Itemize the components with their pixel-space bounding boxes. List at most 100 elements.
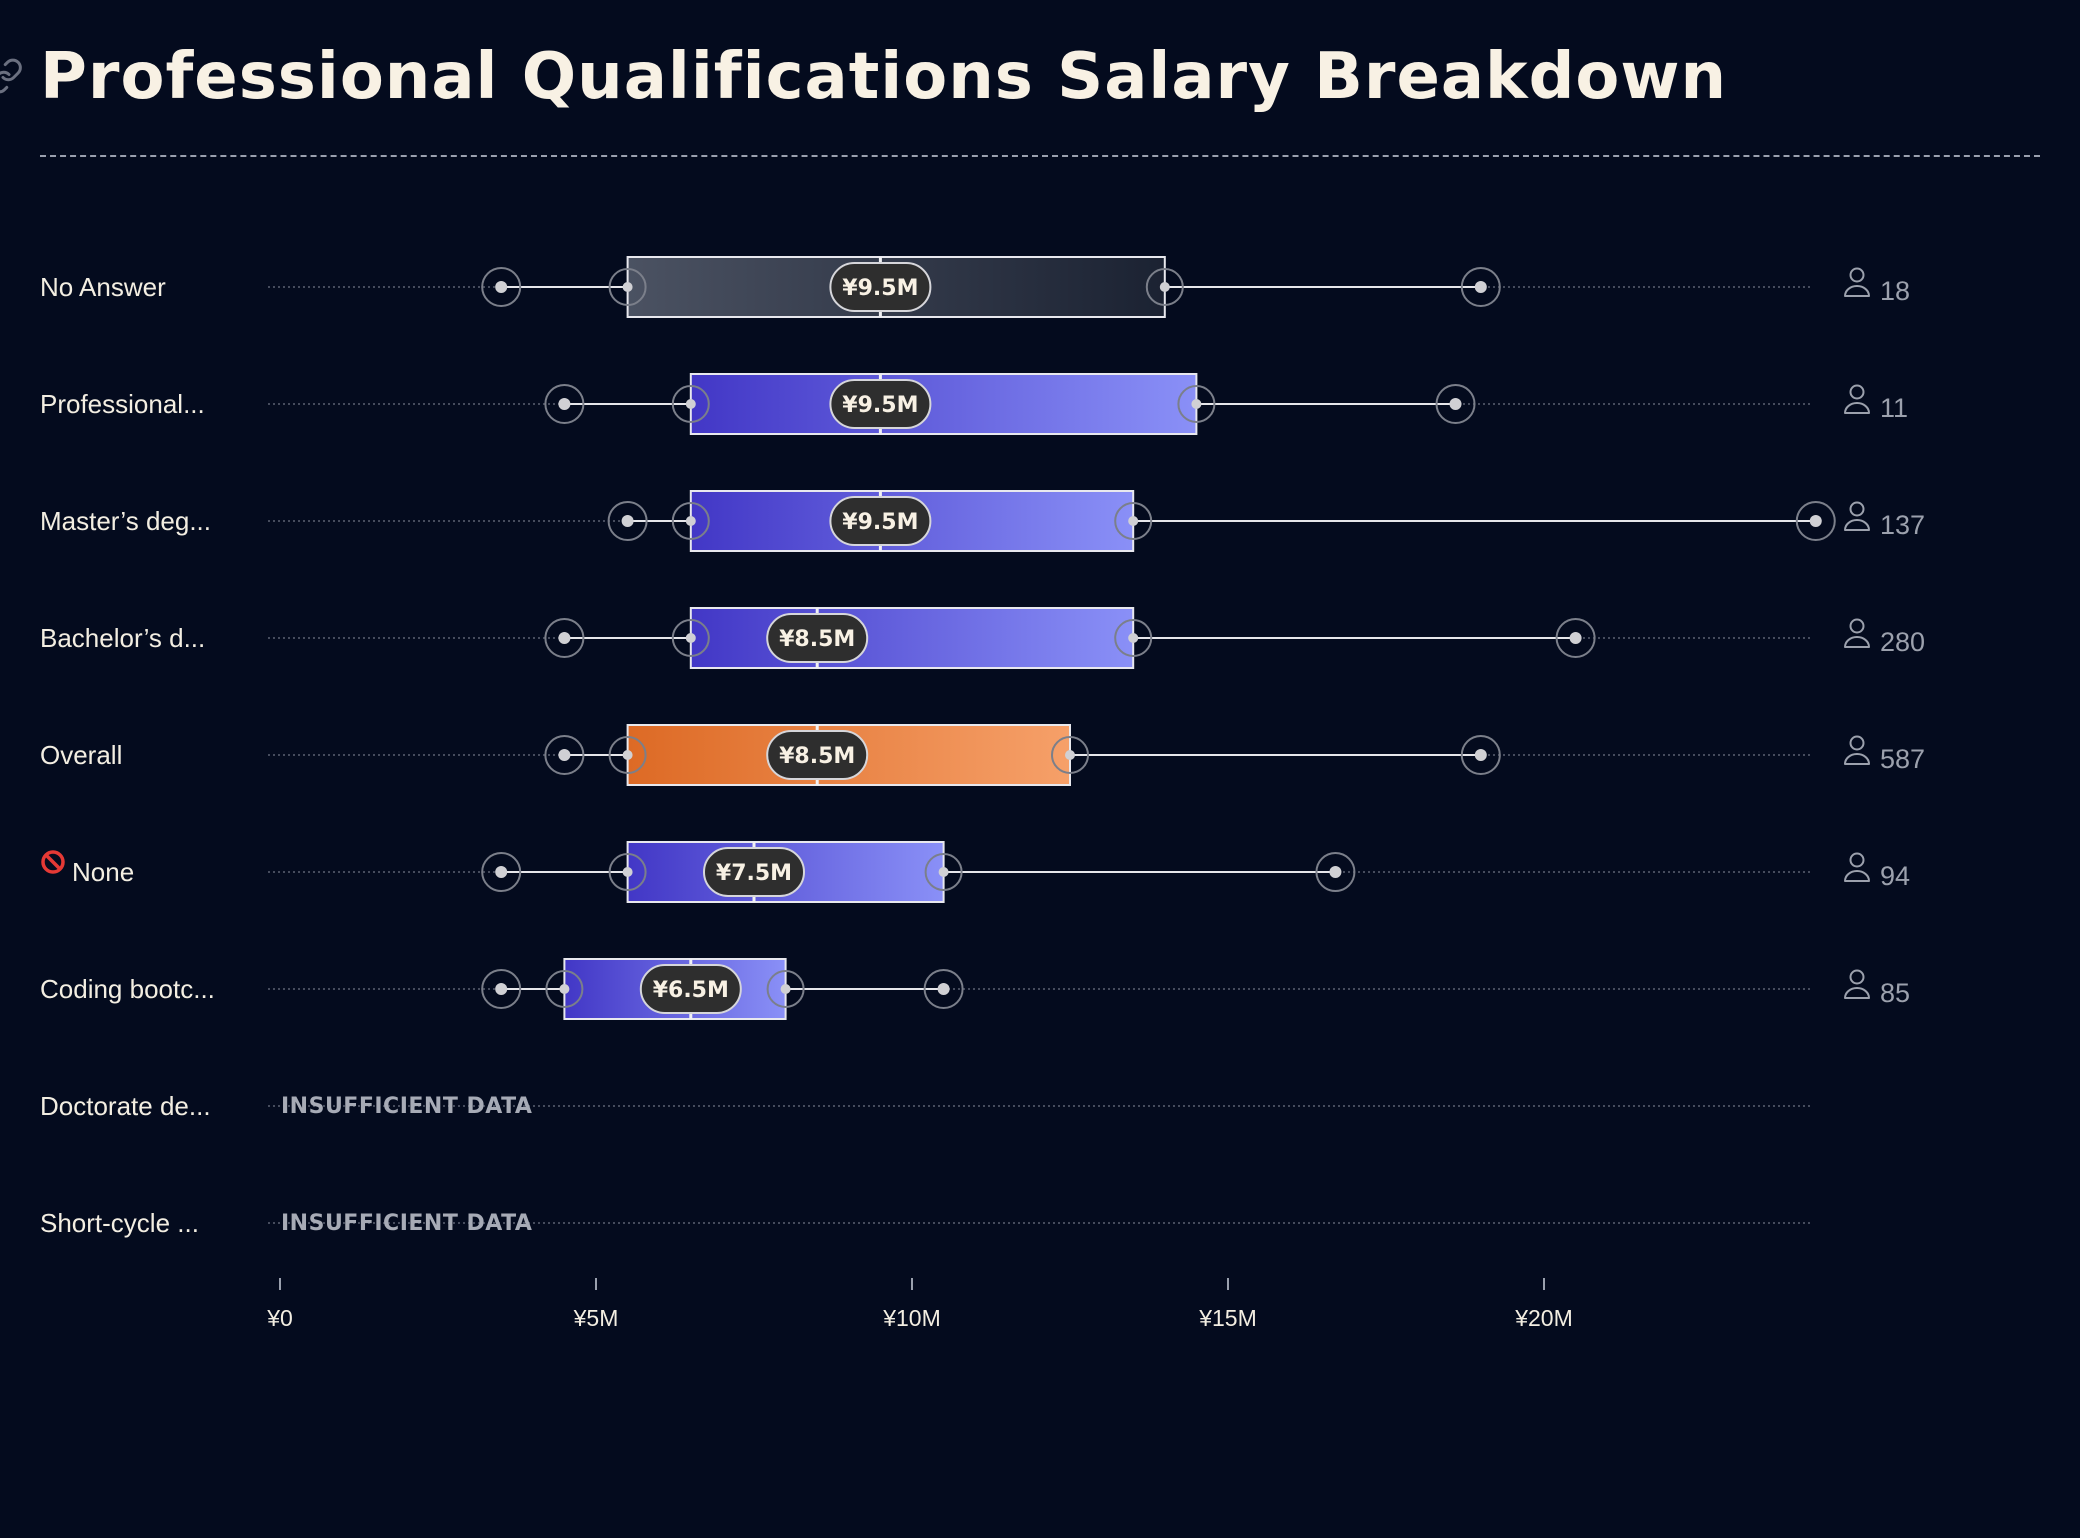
person-icon bbox=[1844, 618, 1870, 648]
iqr-box[interactable] bbox=[689, 607, 1135, 669]
row-label: Master’s deg... bbox=[40, 506, 211, 536]
svg-text:¥9.5M: ¥9.5M bbox=[842, 276, 918, 301]
respondent-count: 18 bbox=[1844, 267, 1910, 306]
whisker-min-point[interactable] bbox=[481, 969, 522, 1009]
q3-marker bbox=[924, 853, 963, 891]
link-icon[interactable] bbox=[0, 58, 24, 94]
respondent-count: 587 bbox=[1844, 735, 1925, 774]
count-value: 94 bbox=[1880, 861, 1910, 891]
iqr-box[interactable] bbox=[689, 373, 1198, 435]
svg-text:¥9.5M: ¥9.5M bbox=[842, 393, 918, 418]
x-tick: ¥10M bbox=[882, 1278, 941, 1331]
person-icon bbox=[1844, 735, 1870, 765]
q3-marker bbox=[1114, 502, 1153, 540]
box-row[interactable]: Bachelor’s d... ¥8.5M 280 bbox=[40, 607, 1925, 669]
x-tick-label: ¥15M bbox=[1198, 1305, 1257, 1331]
row-label: Overall bbox=[40, 740, 122, 770]
whisker-max-point[interactable] bbox=[1435, 384, 1476, 424]
person-icon bbox=[1844, 501, 1870, 531]
whisker-min-point[interactable] bbox=[544, 384, 585, 424]
svg-text:¥8.5M: ¥8.5M bbox=[779, 744, 855, 769]
median-label: ¥6.5M bbox=[639, 964, 742, 1014]
median-label: ¥8.5M bbox=[766, 613, 869, 663]
row-label: Doctorate de... bbox=[40, 1091, 211, 1121]
whisker-max-point[interactable] bbox=[1315, 852, 1356, 892]
count-value: 11 bbox=[1880, 393, 1908, 423]
whisker-max-point[interactable] bbox=[1460, 735, 1501, 775]
x-tick-label: ¥20M bbox=[1514, 1305, 1573, 1331]
whisker-min-point[interactable] bbox=[481, 267, 522, 307]
q3-marker bbox=[1114, 619, 1153, 657]
q3-marker bbox=[766, 970, 805, 1008]
respondent-count: 137 bbox=[1844, 501, 1925, 540]
x-tick: ¥5M bbox=[573, 1278, 619, 1331]
svg-text:¥8.5M: ¥8.5M bbox=[779, 627, 855, 652]
row-label: Coding bootc... bbox=[40, 974, 215, 1004]
no-entry-icon bbox=[41, 850, 65, 874]
svg-text:¥7.5M: ¥7.5M bbox=[716, 861, 792, 886]
whisker-max-point[interactable] bbox=[1795, 501, 1836, 541]
x-axis: ¥0 ¥5M ¥10M ¥15M ¥20M bbox=[266, 1278, 1573, 1331]
q1-marker bbox=[671, 619, 710, 657]
count-value: 587 bbox=[1880, 744, 1925, 774]
count-value: 137 bbox=[1880, 510, 1925, 540]
q1-marker bbox=[671, 502, 710, 540]
person-icon bbox=[1844, 384, 1870, 414]
box-row[interactable]: Overall ¥8.5M 587 bbox=[40, 724, 1925, 786]
insufficient-data-label: INSUFFICIENT DATA bbox=[281, 1211, 532, 1236]
median-label: ¥8.5M bbox=[766, 730, 869, 780]
whisker-max-point[interactable] bbox=[1555, 618, 1596, 658]
x-tick: ¥0 bbox=[266, 1278, 293, 1331]
q1-marker bbox=[608, 268, 647, 306]
x-tick-label: ¥0 bbox=[266, 1305, 293, 1331]
q1-marker bbox=[671, 385, 710, 423]
x-tick-label: ¥5M bbox=[573, 1305, 619, 1331]
q1-marker bbox=[545, 970, 584, 1008]
insufficient-data-label: INSUFFICIENT DATA bbox=[281, 1094, 532, 1119]
q3-marker bbox=[1145, 268, 1184, 306]
row-label: No Answer bbox=[40, 272, 166, 302]
median-label: ¥9.5M bbox=[829, 496, 932, 546]
svg-text:¥9.5M: ¥9.5M bbox=[842, 510, 918, 535]
q1-marker bbox=[608, 736, 647, 774]
respondent-count: 85 bbox=[1844, 969, 1910, 1008]
q1-marker bbox=[608, 853, 647, 891]
whisker-min-point[interactable] bbox=[607, 501, 648, 541]
whisker-min-point[interactable] bbox=[544, 618, 585, 658]
respondent-count: 280 bbox=[1844, 618, 1925, 657]
x-tick: ¥15M bbox=[1198, 1278, 1257, 1331]
count-value: 280 bbox=[1880, 627, 1925, 657]
respondent-count: 94 bbox=[1844, 852, 1910, 891]
row-label: Bachelor’s d... bbox=[40, 623, 205, 653]
title-divider bbox=[40, 155, 2040, 157]
whisker-min-point[interactable] bbox=[481, 852, 522, 892]
whisker-max-point[interactable] bbox=[1460, 267, 1501, 307]
person-icon bbox=[1844, 267, 1870, 297]
box-row[interactable]: Short-cycle ... INSUFFICIENT DATA bbox=[40, 1208, 1812, 1238]
q3-marker bbox=[1177, 385, 1216, 423]
box-row[interactable]: Coding bootc... ¥6.5M 85 bbox=[40, 958, 1910, 1020]
x-tick-label: ¥10M bbox=[882, 1305, 941, 1331]
row-label: None bbox=[72, 857, 134, 887]
x-tick: ¥20M bbox=[1514, 1278, 1573, 1331]
median-label: ¥7.5M bbox=[703, 847, 805, 897]
whisker-max-point[interactable] bbox=[923, 969, 964, 1009]
median-label: ¥9.5M bbox=[829, 379, 932, 429]
respondent-count: 11 bbox=[1844, 384, 1908, 423]
row-label: Short-cycle ... bbox=[40, 1208, 199, 1238]
person-icon bbox=[1844, 852, 1870, 882]
q3-marker bbox=[1051, 736, 1089, 774]
count-value: 18 bbox=[1880, 276, 1910, 306]
row-label: Professional... bbox=[40, 389, 205, 419]
box-row[interactable]: None ¥7.5M 94 bbox=[41, 841, 1910, 903]
person-icon bbox=[1844, 969, 1870, 999]
page-title: Professional Qualifications Salary Break… bbox=[40, 40, 1728, 114]
whisker-min-point[interactable] bbox=[544, 735, 585, 775]
box-row[interactable]: Master’s deg... ¥9.5M 137 bbox=[40, 490, 1925, 552]
box-row[interactable]: Doctorate de... INSUFFICIENT DATA bbox=[40, 1091, 1812, 1121]
box-row[interactable]: Professional... ¥9.5M 11 bbox=[40, 373, 1908, 435]
count-value: 85 bbox=[1880, 978, 1910, 1008]
box-row[interactable]: No Answer ¥9.5M 18 bbox=[40, 256, 1910, 318]
median-label: ¥9.5M bbox=[829, 262, 932, 312]
